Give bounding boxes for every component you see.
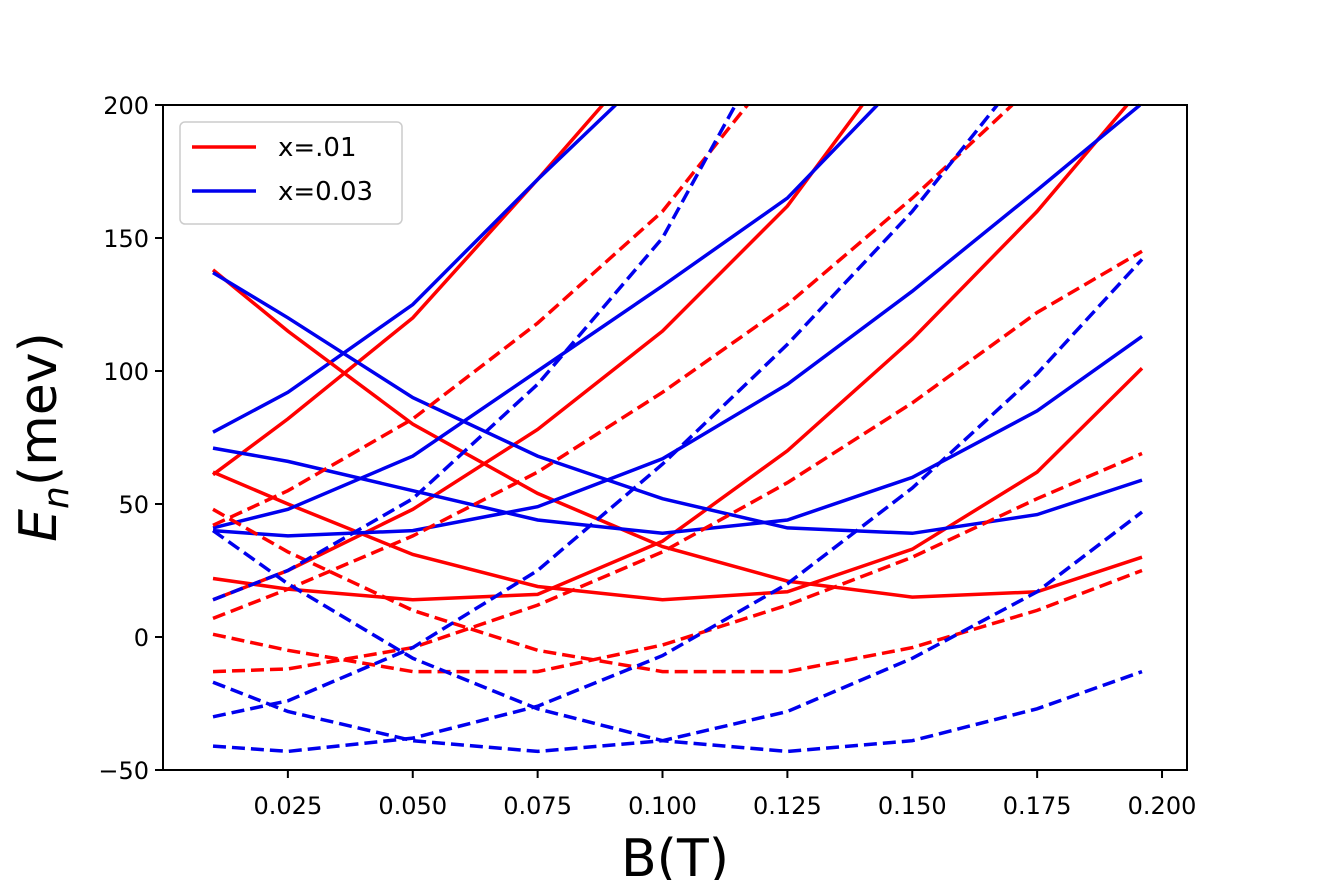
y-tick-label: 200 xyxy=(103,92,149,120)
series-line xyxy=(212,103,999,719)
series-line xyxy=(212,510,1144,754)
series-line xyxy=(212,103,1142,538)
series-line xyxy=(212,103,749,527)
y-tick-label: −50 xyxy=(98,757,149,785)
y-label-unit: (mev) xyxy=(9,332,69,486)
series-line xyxy=(212,367,1144,602)
x-tick-label: 0.150 xyxy=(878,792,947,820)
series-line xyxy=(212,334,1144,536)
series-line xyxy=(212,103,879,530)
series-line xyxy=(212,507,1143,674)
x-tick-label: 0.175 xyxy=(1003,792,1072,820)
y-tick-label: 0 xyxy=(134,624,149,652)
y-label-subscript: n xyxy=(36,486,77,509)
x-tick-label: 0.100 xyxy=(628,792,697,820)
series-line xyxy=(211,529,1143,754)
series-line xyxy=(211,103,604,477)
plot-area xyxy=(211,103,1144,754)
x-axis-label: B(T) xyxy=(621,829,729,880)
series-line xyxy=(212,271,1143,536)
series-line xyxy=(212,451,1143,674)
x-tick-label: 0.125 xyxy=(753,792,822,820)
series-line xyxy=(212,258,1144,754)
x-tick-label: 0.075 xyxy=(503,792,572,820)
series-line xyxy=(212,249,1143,674)
series-line xyxy=(212,103,617,434)
y-tick-label: 150 xyxy=(103,225,149,253)
series-line xyxy=(211,268,1143,599)
series-line xyxy=(212,103,1129,602)
axes-frame xyxy=(162,104,1188,771)
y-tick-label: 100 xyxy=(103,358,149,386)
legend-label: x=.01 xyxy=(278,133,357,163)
series-line xyxy=(212,103,1014,621)
x-tick-label: 0.025 xyxy=(254,792,323,820)
y-tick-label: 50 xyxy=(118,491,149,519)
x-tick-label: 0.200 xyxy=(1128,792,1197,820)
legend-label: x=0.03 xyxy=(278,177,373,207)
x-tick-label: 0.050 xyxy=(378,792,447,820)
y-axis-label: En(mev) xyxy=(9,332,77,542)
y-label-symbol: E xyxy=(9,509,69,542)
